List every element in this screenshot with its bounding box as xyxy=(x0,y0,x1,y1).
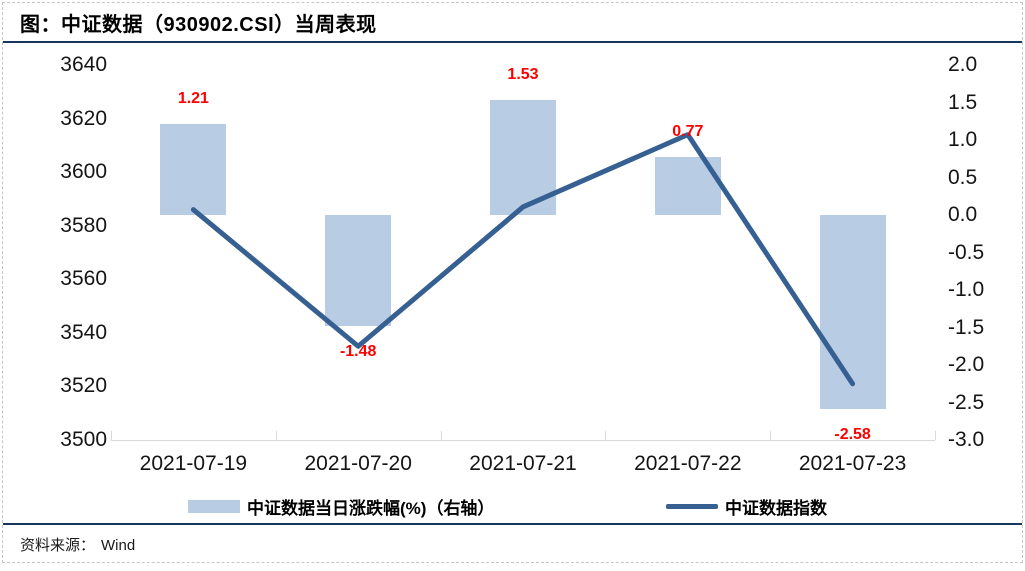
right-axis-tick-label: 0.0 xyxy=(948,203,978,226)
right-axis-tick-label: -3.0 xyxy=(948,428,985,451)
x-axis-label: 2021-07-20 xyxy=(304,452,412,475)
bar-value-label: 0.77 xyxy=(672,123,704,141)
bar-2021-07-22 xyxy=(654,157,721,215)
bar-value-label: -1.48 xyxy=(339,343,377,360)
left-axis-tick-label: 3600 xyxy=(60,160,107,184)
x-axis-line xyxy=(111,440,935,441)
right-axis-tick-label: 1.5 xyxy=(948,90,978,114)
figure-frame: 图：中证数据（930902.CSI）当周表现 3640 3620 3600 3580 3… xyxy=(2,2,1023,563)
source-label: 资料来源： xyxy=(20,538,96,554)
source-value: Wind xyxy=(101,537,136,554)
legend-label-bars: 中证数据当日涨跌幅(%)（右轴） xyxy=(247,498,495,518)
right-axis-tick-label: -0.5 xyxy=(948,240,985,264)
source-divider xyxy=(3,523,1022,525)
bar-legend-swatch-icon xyxy=(188,499,240,513)
right-axis-tick-label: 2.0 xyxy=(948,53,978,76)
left-axis-tick-label: 3500 xyxy=(60,428,107,451)
legend-item-line: 中证数据指数 xyxy=(666,496,827,518)
left-axis-tick-label: 3580 xyxy=(60,213,107,237)
x-axis-label: 2021-07-23 xyxy=(798,452,907,475)
line-legend-swatch-icon xyxy=(666,503,718,509)
legend-label-line: 中证数据指数 xyxy=(725,498,827,518)
right-axis-tick-label: -2.0 xyxy=(948,353,985,376)
right-axis-tick-label: -2.5 xyxy=(948,390,985,414)
right-axis-tick-label: -1.0 xyxy=(948,278,985,301)
x-axis-tick xyxy=(770,431,772,440)
left-axis-tick-label: 3540 xyxy=(60,320,107,344)
source-row: 资料来源： Wind xyxy=(20,534,135,555)
bar-2021-07-19 xyxy=(160,124,227,215)
x-axis-tick xyxy=(935,431,936,440)
left-axis-tick-label: 3560 xyxy=(60,267,107,291)
left-axis-tick-label: 3620 xyxy=(60,106,107,130)
figure-title-row: 图：中证数据（930902.CSI）当周表现 xyxy=(3,3,1022,41)
right-axis-tick-label: -1.5 xyxy=(948,315,985,339)
left-axis-tick-label: 3640 xyxy=(60,53,107,76)
x-axis-tick xyxy=(440,431,442,440)
x-axis-label: 2021-07-19 xyxy=(139,452,248,475)
left-axis-tick-label: 3520 xyxy=(60,374,107,398)
bar-value-label: -2.58 xyxy=(834,425,871,443)
bar-value-label: 1.53 xyxy=(507,66,539,84)
x-axis-label: 2021-07-21 xyxy=(469,452,577,475)
chart-area: 3640 3620 3600 3580 3560 3540 3520 3500 2.0 1.5 1… xyxy=(3,43,1022,523)
bar-value-label: 1.21 xyxy=(177,90,209,108)
x-axis-label: 2021-07-22 xyxy=(634,452,742,475)
bar-2021-07-23 xyxy=(819,215,886,409)
title-divider xyxy=(3,41,1022,43)
right-axis-tick-label: 1.0 xyxy=(948,128,978,151)
x-axis-tick xyxy=(111,431,112,440)
right-axis-tick-label: 0.5 xyxy=(948,165,978,189)
bar-2021-07-21 xyxy=(490,100,556,215)
bar-2021-07-20 xyxy=(325,215,392,326)
x-axis-tick xyxy=(605,431,607,440)
x-axis-tick xyxy=(275,431,277,440)
legend-item-bars: 中证数据当日涨跌幅(%)（右轴） xyxy=(188,496,495,518)
figure-title: 图：中证数据（930902.CSI）当周表现 xyxy=(20,13,377,36)
